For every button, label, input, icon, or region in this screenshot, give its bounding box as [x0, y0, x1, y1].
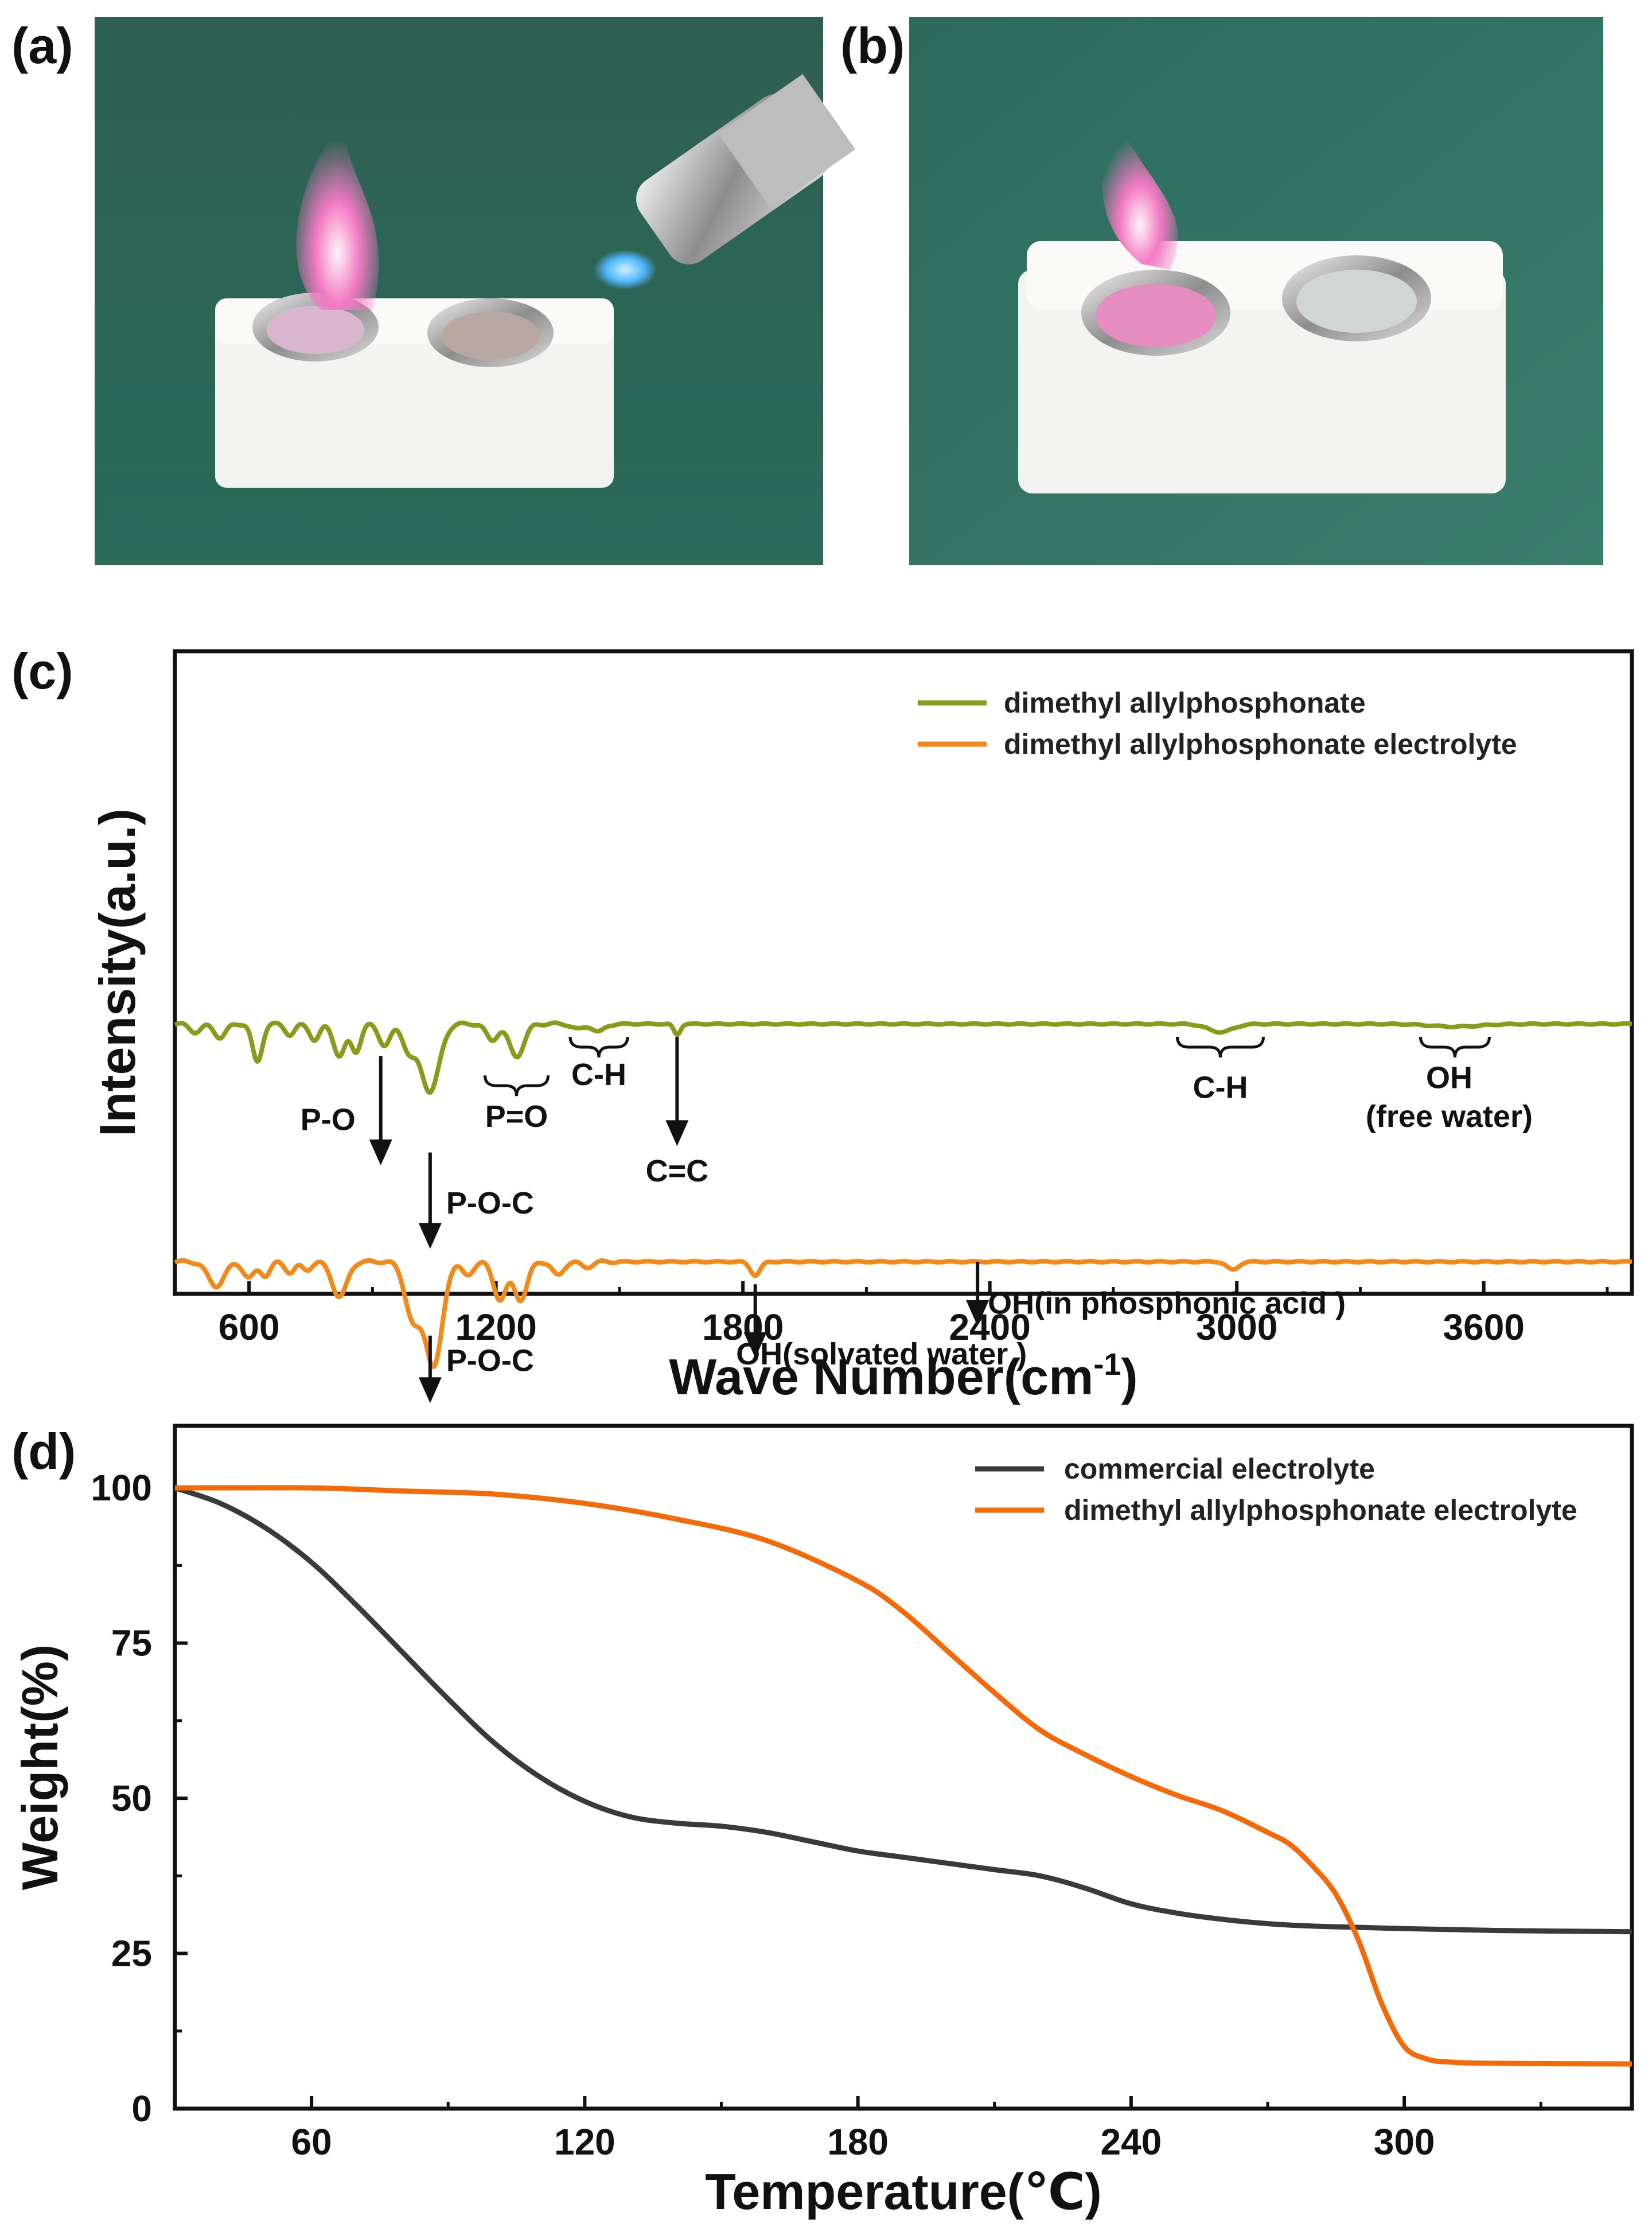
tga-x-axis-title: Temperature(℃) — [705, 2163, 1102, 2220]
tga-legend-label: commercial electrolyte — [1064, 1453, 1375, 1485]
ftir-anno-oh: OH — [1426, 1061, 1472, 1095]
ftir-arrow-p-o-c-2-head — [418, 1377, 442, 1403]
tga-x-tick-label: 60 — [291, 2121, 332, 2163]
ftir-anno-c-c: C=C — [646, 1154, 709, 1188]
ftir-plot-frame — [173, 649, 1634, 1296]
ftir-anno-oh-acid: OH(in phosphonic acid ) — [988, 1286, 1346, 1321]
tga-y-axis-title: Weight(%) — [11, 1644, 68, 1891]
ftir-brace-p-o-double — [484, 1075, 550, 1096]
ftir-x-tick-label: 1200 — [455, 1306, 536, 1348]
ftir-x-axis-title: Wave Number(cm-1) — [669, 1347, 1137, 1405]
ftir-anno-oh-solvated: OH(solvated water ) — [736, 1337, 1027, 1371]
tga-x-tick-label: 240 — [1100, 2121, 1162, 2163]
tga-y-tick-label: 25 — [111, 1933, 152, 1974]
ftir-x-tick-label: 1800 — [702, 1306, 784, 1348]
ftir-anno-p-o-c-1: P-O-C — [446, 1186, 534, 1220]
ftir-arrow-oh-acid-head — [966, 1300, 989, 1326]
ftir-anno-c-h-2: C-H — [1193, 1070, 1248, 1105]
ftir-x-tick-label: 600 — [219, 1306, 280, 1348]
ftir-chart: 600 1200 1800 2400 3000 3600 Wave Number(cm-1)… — [89, 649, 1634, 1405]
panel-c-label: (c) — [11, 643, 73, 699]
ftir-arrow-p-o-head — [369, 1140, 392, 1165]
panel-a-label: (a) — [11, 17, 73, 74]
ftir-series-line — [173, 1020, 1634, 1095]
tga-y-tick-label: 0 — [131, 2088, 152, 2129]
photo-b — [909, 17, 1603, 565]
ftir-arrow-oh-solvated-head — [743, 1332, 767, 1358]
ftir-series-line — [173, 1258, 1634, 1370]
ftir-anno-p-o-c-2: P-O-C — [446, 1343, 534, 1378]
photo-a — [95, 17, 856, 565]
tga-x-tick-label: 120 — [554, 2121, 615, 2163]
ftir-brace-c-h-1 — [568, 1036, 629, 1058]
ftir-arrow-p-o-c-1-head — [418, 1223, 442, 1249]
ftir-anno-c-h-1: C-H — [571, 1057, 626, 1092]
ftir-legend-label: dimethyl allylphosphonate electrolyte — [1004, 728, 1517, 760]
tga-y-tick-label: 50 — [111, 1778, 152, 1819]
ftir-brace-c-h-2 — [1175, 1036, 1265, 1058]
tga-series-line — [174, 1485, 1632, 1935]
ftir-anno-p-o: P-O — [301, 1102, 356, 1137]
tga-legend-label: dimethyl allylphosphonate electrolyte — [1064, 1494, 1577, 1526]
ftir-x-tick-label: 3600 — [1443, 1306, 1525, 1348]
ftir-legend-label: dimethyl allylphosphonate — [1004, 687, 1366, 719]
ftir-anno-p-o-double: P=O — [485, 1099, 548, 1134]
ftir-x-tick-label: 2400 — [949, 1306, 1030, 1348]
ftir-y-axis-title: Intensity(a.u.) — [89, 808, 146, 1137]
ftir-x-tick-label: 3000 — [1196, 1306, 1277, 1348]
tga-x-tick-label: 180 — [827, 2121, 889, 2163]
tga-chart: 60 120 180 240 300 0 25 50 75 100 Temperature(℃) We… — [11, 1424, 1634, 2220]
tga-y-tick-label: 100 — [91, 1467, 152, 1508]
tga-series-line — [174, 1485, 1632, 2067]
tga-y-tick-label: 75 — [111, 1623, 152, 1664]
tga-plot-frame — [173, 1424, 1634, 2111]
ftir-anno-free-water: (free water) — [1366, 1099, 1533, 1134]
tga-x-tick-label: 300 — [1374, 2121, 1435, 2163]
ftir-arrow-c-c-head — [665, 1120, 689, 1146]
ftir-brace-oh — [1419, 1036, 1491, 1058]
panel-b-label: (b) — [840, 17, 905, 74]
panel-d-label: (d) — [11, 1423, 76, 1480]
